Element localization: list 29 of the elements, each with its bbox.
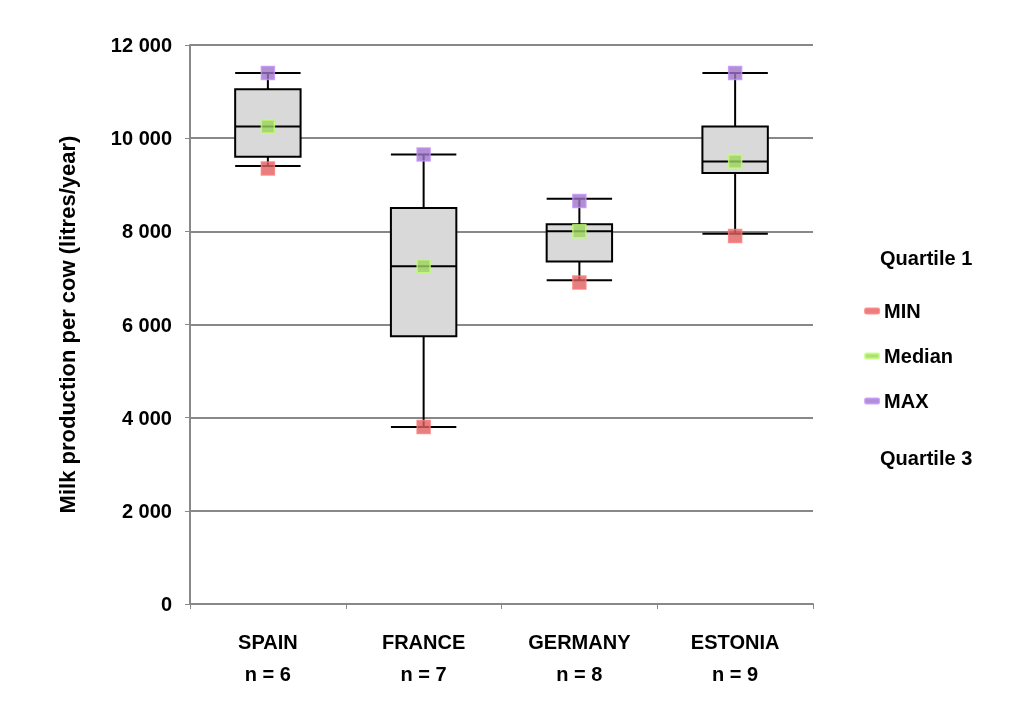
point <box>260 119 276 134</box>
y-axis-title: Milk production per cow (litres/year) <box>54 135 80 514</box>
point <box>416 419 431 435</box>
point <box>727 154 743 169</box>
point <box>572 224 587 239</box>
point <box>416 259 431 274</box>
legend-label: MAX <box>884 390 930 412</box>
y-tick-label: 8 000 <box>121 220 172 243</box>
point <box>572 193 587 209</box>
y-tick-label: 2 000 <box>121 499 172 522</box>
text: Quartile 3 <box>880 447 973 469</box>
point <box>260 161 276 176</box>
y-tick-label: 10 000 <box>110 127 172 150</box>
x-tick-label: GERMANY n = 8 <box>528 631 632 685</box>
point <box>727 228 743 244</box>
y-tick-label: 0 <box>160 593 172 615</box>
y-tick-label: 6 000 <box>121 313 172 336</box>
y-tick-label: 12 000 <box>110 34 172 56</box>
x-tick-label: SPAIN n = 6 <box>238 631 298 685</box>
x-tick-label: FRANCE n = 7 <box>381 631 466 685</box>
legend-label: MIN <box>884 300 921 322</box>
point <box>260 65 276 81</box>
point <box>572 275 587 290</box>
point <box>416 147 431 162</box>
point <box>727 65 743 81</box>
y-tick-label: 4 000 <box>121 406 172 429</box>
text: Quartile 1 <box>880 247 973 269</box>
x-tick-label: ESTONIA n = 9 <box>690 631 780 685</box>
legend-label: Median <box>884 345 954 367</box>
